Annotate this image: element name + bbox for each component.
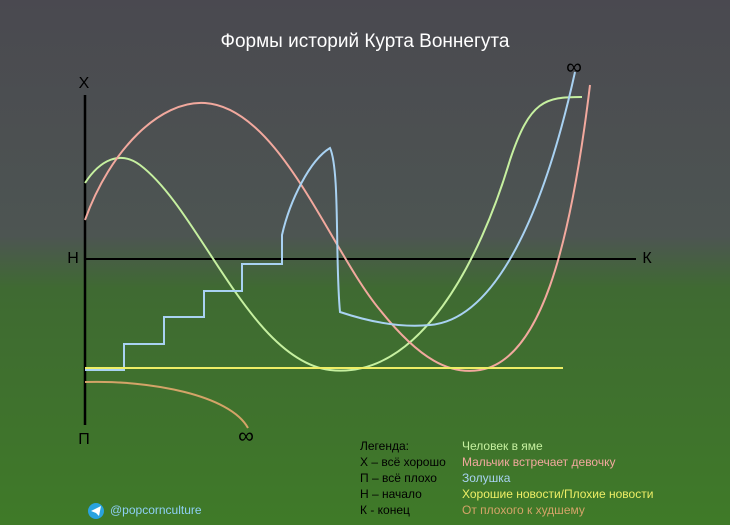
legend-story: От плохого к худшему bbox=[462, 503, 585, 517]
legend-story: Золушка bbox=[462, 471, 511, 485]
infinity-label: ∞ bbox=[238, 423, 254, 448]
axis-label: Н bbox=[67, 250, 79, 267]
title: Формы историй Курта Воннегута bbox=[221, 31, 510, 52]
legend-key: Н – начало bbox=[360, 487, 422, 501]
handle: @popcornculture bbox=[110, 503, 202, 517]
legend-story: Мальчик встречает девочку bbox=[462, 455, 615, 469]
story-curve bbox=[84, 380, 249, 429]
legend-heading: Легенда: bbox=[360, 439, 409, 453]
axis-label: Х bbox=[79, 75, 90, 92]
story-curve bbox=[84, 96, 583, 372]
story-curve bbox=[85, 71, 576, 371]
legend-key: П – всё плохо bbox=[360, 471, 437, 485]
infinity-label: ∞ bbox=[566, 54, 582, 79]
legend-key: Х – всё хорошо bbox=[360, 455, 446, 469]
legend-story: Хорошие новости/Плохие новости bbox=[462, 487, 653, 501]
axis-label: П bbox=[78, 431, 90, 448]
legend-key: К - конец bbox=[360, 503, 410, 517]
legend-story: Человек в яме bbox=[462, 439, 543, 453]
telegram-plane bbox=[91, 506, 101, 516]
story-curve bbox=[84, 84, 591, 372]
axis-label: К bbox=[642, 250, 652, 267]
